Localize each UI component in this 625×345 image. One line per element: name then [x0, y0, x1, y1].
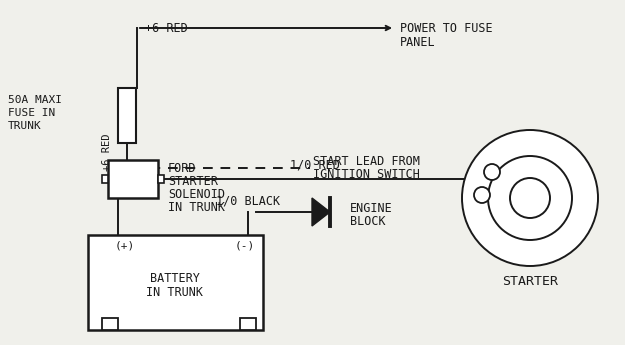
Circle shape: [462, 130, 598, 266]
Bar: [108, 160, 158, 198]
Bar: [158, 175, 164, 183]
Circle shape: [488, 156, 572, 240]
Text: IN TRUNK: IN TRUNK: [168, 201, 225, 214]
Text: FORD: FORD: [168, 162, 196, 175]
Text: STARTER: STARTER: [502, 275, 558, 288]
Bar: [240, 318, 256, 330]
Text: 1/0 RED: 1/0 RED: [98, 243, 108, 287]
Bar: [102, 175, 108, 183]
Text: PANEL: PANEL: [400, 36, 436, 49]
Polygon shape: [312, 198, 330, 226]
Circle shape: [484, 164, 500, 180]
Circle shape: [474, 187, 490, 203]
Text: +6 RED: +6 RED: [145, 22, 188, 35]
Text: 1/0 BLACK: 1/0 BLACK: [216, 194, 280, 207]
Bar: [102, 318, 118, 330]
Bar: [88, 235, 263, 330]
Bar: [118, 88, 136, 143]
Text: BATTERY: BATTERY: [150, 272, 200, 285]
Text: ENGINE: ENGINE: [350, 202, 392, 215]
Text: SOLENOID: SOLENOID: [168, 188, 225, 201]
Text: 1/0 RED: 1/0 RED: [290, 158, 340, 171]
Text: FUSE IN: FUSE IN: [8, 108, 55, 118]
Text: BLOCK: BLOCK: [350, 215, 386, 228]
Text: (-): (-): [235, 240, 255, 250]
Text: JUMPER: JUMPER: [502, 181, 545, 195]
Text: TRUNK: TRUNK: [8, 121, 42, 131]
Text: +6 RED: +6 RED: [102, 133, 112, 171]
Text: IGNITION SWITCH: IGNITION SWITCH: [313, 168, 420, 181]
Text: IN TRUNK: IN TRUNK: [146, 286, 204, 298]
Text: 50A MAXI: 50A MAXI: [8, 95, 62, 105]
Circle shape: [510, 178, 550, 218]
Text: STARTER: STARTER: [168, 175, 218, 188]
Text: POWER TO FUSE: POWER TO FUSE: [400, 22, 492, 35]
Text: START LEAD FROM: START LEAD FROM: [313, 155, 420, 168]
Text: (+): (+): [115, 240, 135, 250]
